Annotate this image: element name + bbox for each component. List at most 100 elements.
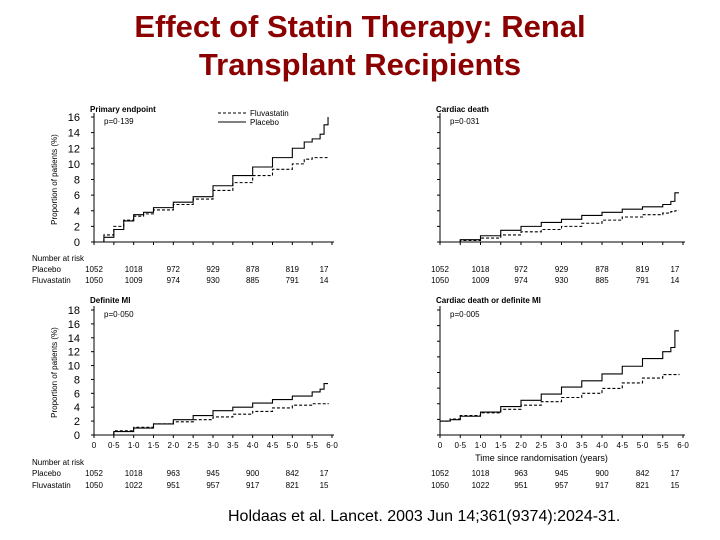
- y-tick-label: 4: [74, 206, 80, 218]
- y-tick-label: 8: [74, 374, 80, 386]
- x-tick-label: 4·0: [596, 441, 608, 450]
- y-axis-label: Proportion of patients (%): [50, 327, 59, 418]
- risk-count: 17: [320, 469, 329, 478]
- risk-count: 842: [286, 469, 300, 478]
- risk-count: 15: [320, 481, 329, 490]
- risk-count: 945: [555, 469, 569, 478]
- risk-count: 1052: [85, 469, 103, 478]
- risk-count: 878: [595, 265, 609, 274]
- x-tick-label: 4·5: [267, 441, 279, 450]
- y-tick-label: 6: [74, 388, 80, 400]
- risk-table-header: Number at risk: [32, 458, 85, 467]
- risk-count: 1009: [125, 276, 143, 285]
- risk-count: 930: [555, 276, 569, 285]
- risk-count: 972: [514, 265, 528, 274]
- risk-count: 963: [167, 469, 181, 478]
- risk-count: 917: [595, 481, 609, 490]
- fluvastatin-curve: [94, 157, 329, 243]
- risk-count: 974: [167, 276, 181, 285]
- risk-count: 14: [320, 276, 329, 285]
- y-axis-label: Proportion of patients (%): [50, 134, 59, 225]
- y-tick-label: 8: [74, 175, 80, 187]
- risk-count: 1009: [472, 276, 490, 285]
- risk-row-label: Placebo: [32, 469, 61, 478]
- x-tick-label: 0·5: [454, 441, 466, 450]
- p-value-annotation: p=0·005: [450, 310, 480, 319]
- placebo-curve: [440, 330, 679, 422]
- panel-title: Cardiac death or definite MI: [436, 296, 541, 305]
- risk-count: 957: [206, 481, 220, 490]
- risk-count: 885: [595, 276, 609, 285]
- p-value-annotation: p=0·139: [104, 117, 134, 126]
- x-tick-label: 3·5: [576, 441, 588, 450]
- fluvastatin-curve: [440, 373, 680, 422]
- placebo-curve: [94, 383, 329, 436]
- risk-count: 1050: [85, 276, 103, 285]
- x-tick-label: 0: [438, 441, 443, 450]
- y-tick-label: 16: [68, 319, 80, 331]
- risk-count: 972: [167, 265, 181, 274]
- risk-count: 957: [555, 481, 569, 490]
- risk-count: 1050: [431, 481, 449, 490]
- y-tick-label: 12: [68, 347, 80, 359]
- risk-count: 791: [286, 276, 300, 285]
- y-tick-label: 10: [68, 361, 80, 373]
- risk-row-label: Fluvastatin: [32, 481, 71, 490]
- p-value-annotation: p=0·050: [104, 310, 134, 319]
- risk-count: 900: [595, 469, 609, 478]
- fluvastatin-curve: [440, 210, 679, 243]
- slide-title-line-2: Transplant Recipients: [198, 47, 522, 82]
- legend-fluvastatin-label: Fluvastatin: [250, 109, 289, 118]
- x-tick-label: 6·0: [677, 441, 689, 450]
- risk-count: 900: [246, 469, 260, 478]
- x-tick-label: 3·0: [556, 441, 568, 450]
- panel-title: Definite MI: [90, 296, 130, 305]
- placebo-curve: [440, 192, 679, 243]
- risk-count: 1018: [472, 469, 490, 478]
- risk-count: 1052: [85, 265, 103, 274]
- x-tick-label: 2·0: [515, 441, 527, 450]
- y-tick-label: 0: [74, 430, 80, 442]
- risk-count: 1050: [431, 276, 449, 285]
- risk-count: 17: [670, 469, 679, 478]
- panel-title: Primary endpoint: [90, 105, 156, 114]
- x-tick-label: 1·5: [148, 441, 160, 450]
- x-tick-label: 3·0: [207, 441, 219, 450]
- risk-count: 963: [514, 469, 528, 478]
- risk-count: 1022: [472, 481, 490, 490]
- risk-count: 878: [246, 265, 260, 274]
- risk-count: 791: [636, 276, 650, 285]
- x-tick-label: 0·5: [108, 441, 120, 450]
- y-tick-label: 18: [68, 305, 80, 317]
- x-tick-label: 1·0: [475, 441, 487, 450]
- y-tick-label: 16: [68, 112, 80, 124]
- x-axis-label: Time since randomisation (years): [475, 453, 608, 463]
- risk-count: 929: [206, 265, 220, 274]
- x-tick-label: 0: [92, 441, 97, 450]
- risk-count: 930: [206, 276, 220, 285]
- y-tick-label: 10: [68, 159, 80, 171]
- x-tick-label: 2·0: [168, 441, 180, 450]
- y-tick-label: 4: [74, 402, 80, 414]
- x-tick-label: 5·0: [637, 441, 649, 450]
- km-charts-figure: Primary endpointp=0·1390246810121416Prop…: [32, 105, 689, 490]
- risk-count: 1018: [472, 265, 490, 274]
- risk-count: 821: [286, 481, 300, 490]
- risk-count: 1050: [85, 481, 103, 490]
- risk-count: 929: [555, 265, 569, 274]
- risk-count: 974: [514, 276, 528, 285]
- x-tick-label: 1·5: [495, 441, 507, 450]
- y-tick-label: 14: [68, 128, 80, 140]
- risk-count: 819: [286, 265, 300, 274]
- x-tick-label: 4·0: [247, 441, 259, 450]
- y-tick-label: 12: [68, 143, 80, 155]
- risk-count: 885: [246, 276, 260, 285]
- risk-count: 17: [320, 265, 329, 274]
- placebo-curve: [94, 117, 329, 243]
- x-tick-label: 3·5: [227, 441, 239, 450]
- risk-table-header: Number at risk: [32, 254, 85, 263]
- y-tick-label: 6: [74, 190, 80, 202]
- y-tick-label: 14: [68, 333, 80, 345]
- fluvastatin-curve: [94, 403, 329, 436]
- risk-row-label: Placebo: [32, 265, 61, 274]
